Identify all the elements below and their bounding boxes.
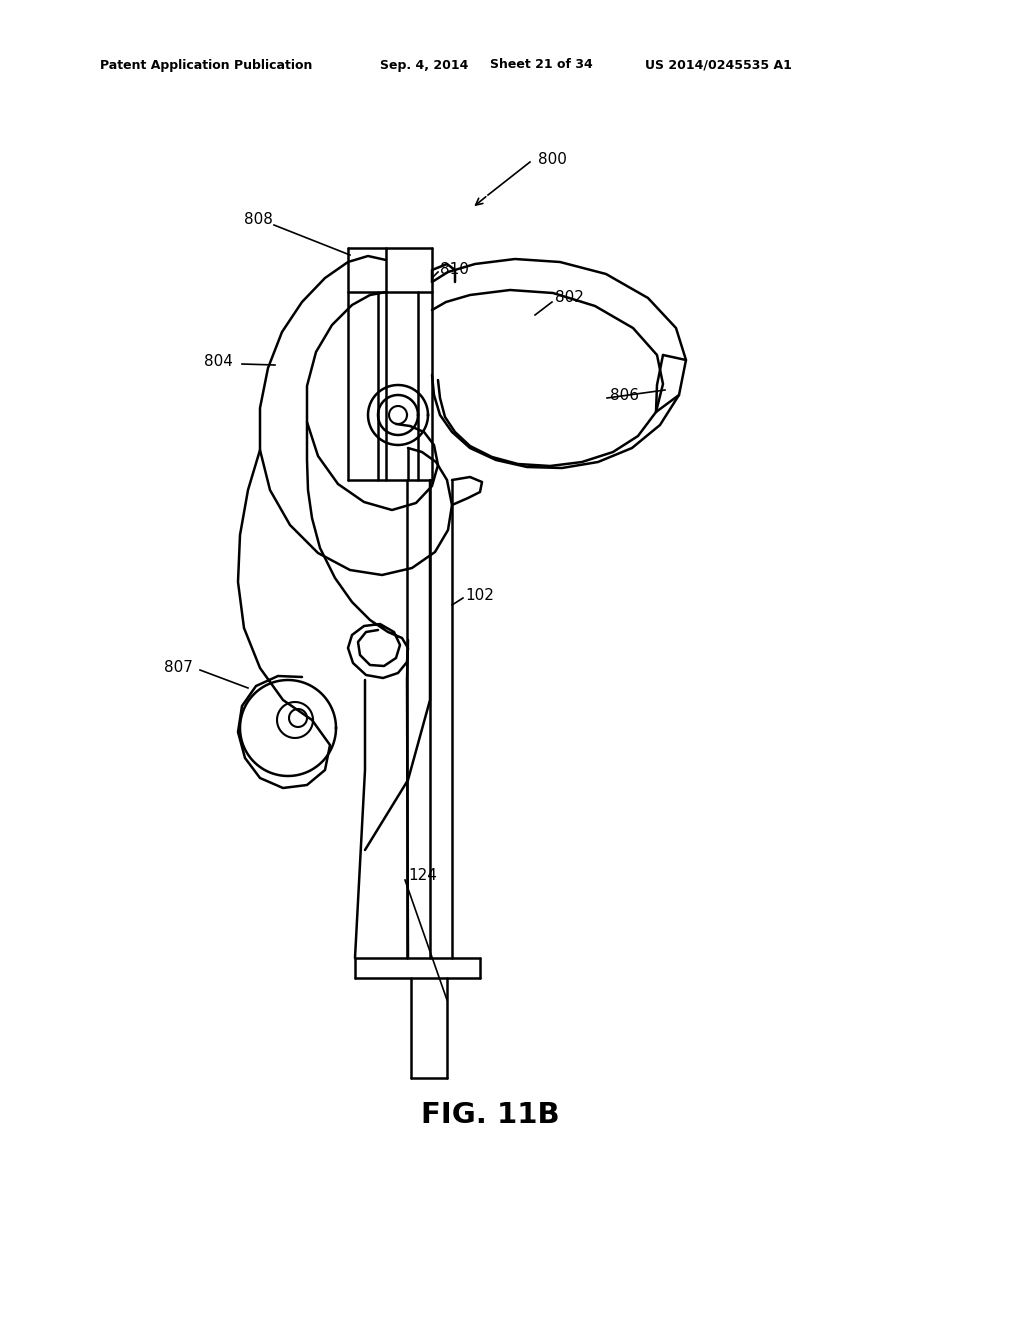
Text: 804: 804 [204,355,232,370]
Text: 810: 810 [440,263,469,277]
Text: Sheet 21 of 34: Sheet 21 of 34 [490,58,593,71]
Text: 807: 807 [164,660,193,676]
Text: 800: 800 [538,153,567,168]
Text: 124: 124 [408,867,437,883]
Text: 806: 806 [610,388,639,403]
Text: 808: 808 [244,213,272,227]
Text: Patent Application Publication: Patent Application Publication [100,58,312,71]
Text: 802: 802 [555,290,584,305]
Text: FIG. 11B: FIG. 11B [421,1101,559,1129]
Text: Sep. 4, 2014: Sep. 4, 2014 [380,58,468,71]
Text: 102: 102 [465,587,494,602]
Text: US 2014/0245535 A1: US 2014/0245535 A1 [645,58,792,71]
